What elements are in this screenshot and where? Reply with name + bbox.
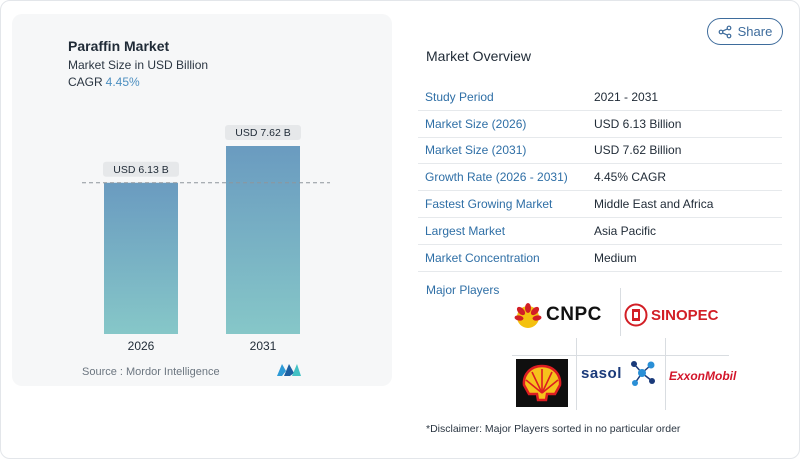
cnpc-text: CNPC [546, 304, 602, 325]
overview-key: Largest Market [425, 223, 506, 238]
logo-divider [576, 338, 577, 410]
overview-row: Growth Rate (2026 - 2031) 4.45% CAGR [418, 164, 782, 192]
data-label-bg [103, 161, 179, 177]
overview-key: Study Period [425, 89, 494, 104]
shell-logo [516, 359, 568, 407]
overview-value: 4.45% CAGR [594, 170, 667, 185]
exxonmobil-logo: ExxonMobil [669, 366, 736, 386]
disclaimer: *Disclaimer: Major Players sorted in no … [426, 423, 681, 435]
overview-title: Market Overview [426, 48, 532, 64]
overview-value: Asia Pacific [594, 223, 657, 238]
overview-row: Market Size (2031) USD 7.62 Billion [418, 138, 782, 165]
shell-pecten-icon [522, 364, 562, 402]
overview-row: Market Size (2026) USD 6.13 Billion [418, 111, 782, 138]
overview-key: Market Concentration [425, 250, 540, 265]
overview-key: Market Size (2026) [425, 116, 527, 131]
overview-row: Market Concentration Medium [418, 245, 782, 272]
overview-key: Market Size (2031) [425, 143, 527, 158]
overview-key: Fastest Growing Market [425, 197, 553, 212]
sasol-logo: sasol [581, 358, 658, 388]
sasol-text: sasol [581, 364, 622, 382]
logo-divider [512, 355, 729, 356]
cagr-value: 4.45% [105, 75, 140, 89]
x-tick-label: 2031 [250, 339, 277, 353]
mordor-logo-icon [277, 364, 301, 376]
exxonmobil-text: ExxonMobil [669, 369, 737, 383]
share-icon [718, 25, 732, 38]
source-label: Source : Mordor Intelligence [82, 366, 220, 378]
logo-divider [620, 288, 621, 336]
overview-key: Growth Rate (2026 - 2031) [425, 170, 568, 185]
data-label-bg [225, 125, 301, 140]
cnpc-flower-icon [514, 303, 542, 328]
major-players-title: Major Players [426, 283, 500, 297]
cnpc-logo: CNPC [514, 300, 602, 330]
overview-value: USD 6.13 Billion [594, 116, 682, 131]
share-button[interactable]: Share [707, 18, 783, 45]
overview-row: Study Period 2021 - 2031 [418, 84, 782, 111]
sinopec-text: SINOPEC [651, 306, 719, 324]
overview-value: Medium [594, 250, 637, 265]
bar-chart: USD 6.13 B USD 7.62 B 2026 2031 [82, 125, 330, 353]
data-label: USD 6.13 B [113, 164, 168, 176]
chart-subtitle: Market Size in USD Billion [68, 58, 209, 72]
overview-value: Middle East and Africa [594, 197, 714, 212]
logo-divider [665, 338, 666, 410]
chart-card [12, 14, 392, 386]
sasol-molecule-icon [630, 361, 655, 386]
overview-value: USD 7.62 Billion [594, 143, 682, 158]
chart-title: Paraffin Market [68, 38, 170, 54]
cagr-label: CAGR [68, 75, 103, 89]
sinopec-logo: SINOPEC [624, 302, 719, 328]
overview-row: Largest Market Asia Pacific [418, 218, 782, 245]
share-label: Share [737, 24, 773, 39]
overview-table: Study Period 2021 - 2031 Market Size (202… [418, 84, 782, 272]
sinopec-emblem-icon [624, 303, 648, 327]
overview-row: Fastest Growing Market Middle East and Af… [418, 191, 782, 218]
chart-cagr: CAGR 4.45% [68, 75, 140, 89]
overview-value: 2021 - 2031 [594, 89, 659, 104]
data-label: USD 7.62 B [235, 127, 290, 139]
bar-2026 [104, 182, 178, 334]
bar-2031 [226, 146, 300, 334]
x-tick-label: 2026 [128, 339, 155, 353]
